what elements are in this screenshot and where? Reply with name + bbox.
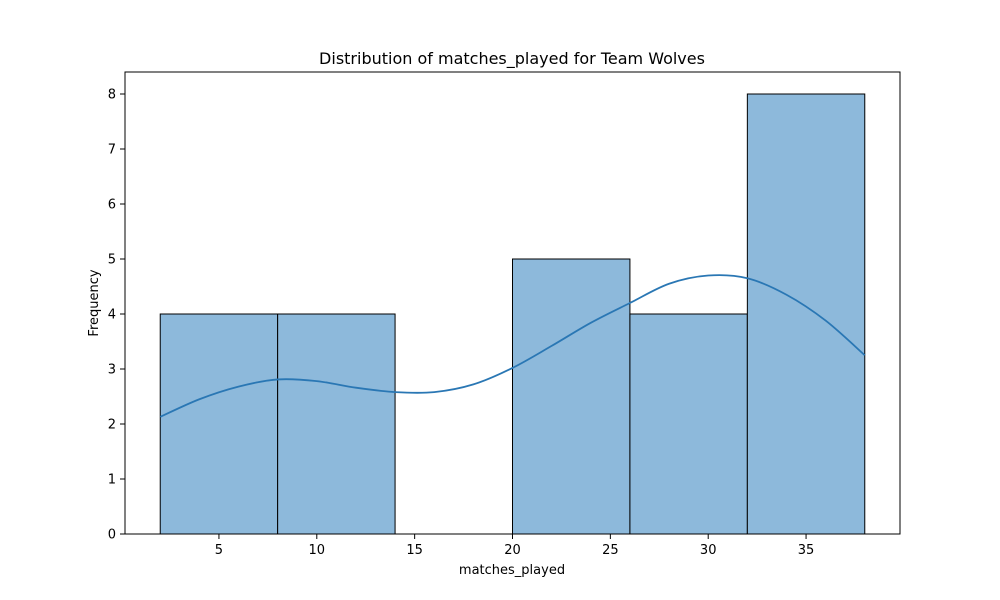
y-tick-label-6: 6 [108,198,116,213]
y-tick-label-4: 4 [108,308,116,323]
y-tick-label-2: 2 [108,418,116,433]
x-tick-label-10: 10 [309,543,326,558]
histogram-bar-1 [277,313,396,535]
x-tick-label-5: 5 [215,543,223,558]
x-tick-label-15: 15 [406,543,423,558]
x-tick-label-25: 25 [602,543,619,558]
histogram-bar-4 [629,313,748,535]
histogram-bar-5 [746,93,866,535]
x-tick-label-30: 30 [700,543,717,558]
y-tick-label-8: 8 [108,88,116,103]
y-tick-label-3: 3 [108,363,116,378]
y-tick-label-1: 1 [108,473,116,488]
y-axis-label: Frequency [87,269,102,336]
y-tick-label-5: 5 [108,253,116,268]
x-tick-label-20: 20 [504,543,521,558]
y-axis-ticks: 0 1 2 3 4 5 6 7 8 [108,88,125,543]
x-axis-label: matches_played [459,563,565,578]
y-tick-label-0: 0 [108,528,116,543]
y-tick-label-7: 7 [108,143,116,158]
x-axis-ticks: 5 10 15 20 25 30 35 [215,534,815,558]
kde-curve [159,274,866,418]
x-tick-label-35: 35 [798,543,815,558]
histogram-bar-0 [159,313,279,535]
histogram-bar-3 [512,258,631,535]
histogram-bars [159,93,866,535]
chart-title: Distribution of matches_played for Team … [319,49,705,69]
